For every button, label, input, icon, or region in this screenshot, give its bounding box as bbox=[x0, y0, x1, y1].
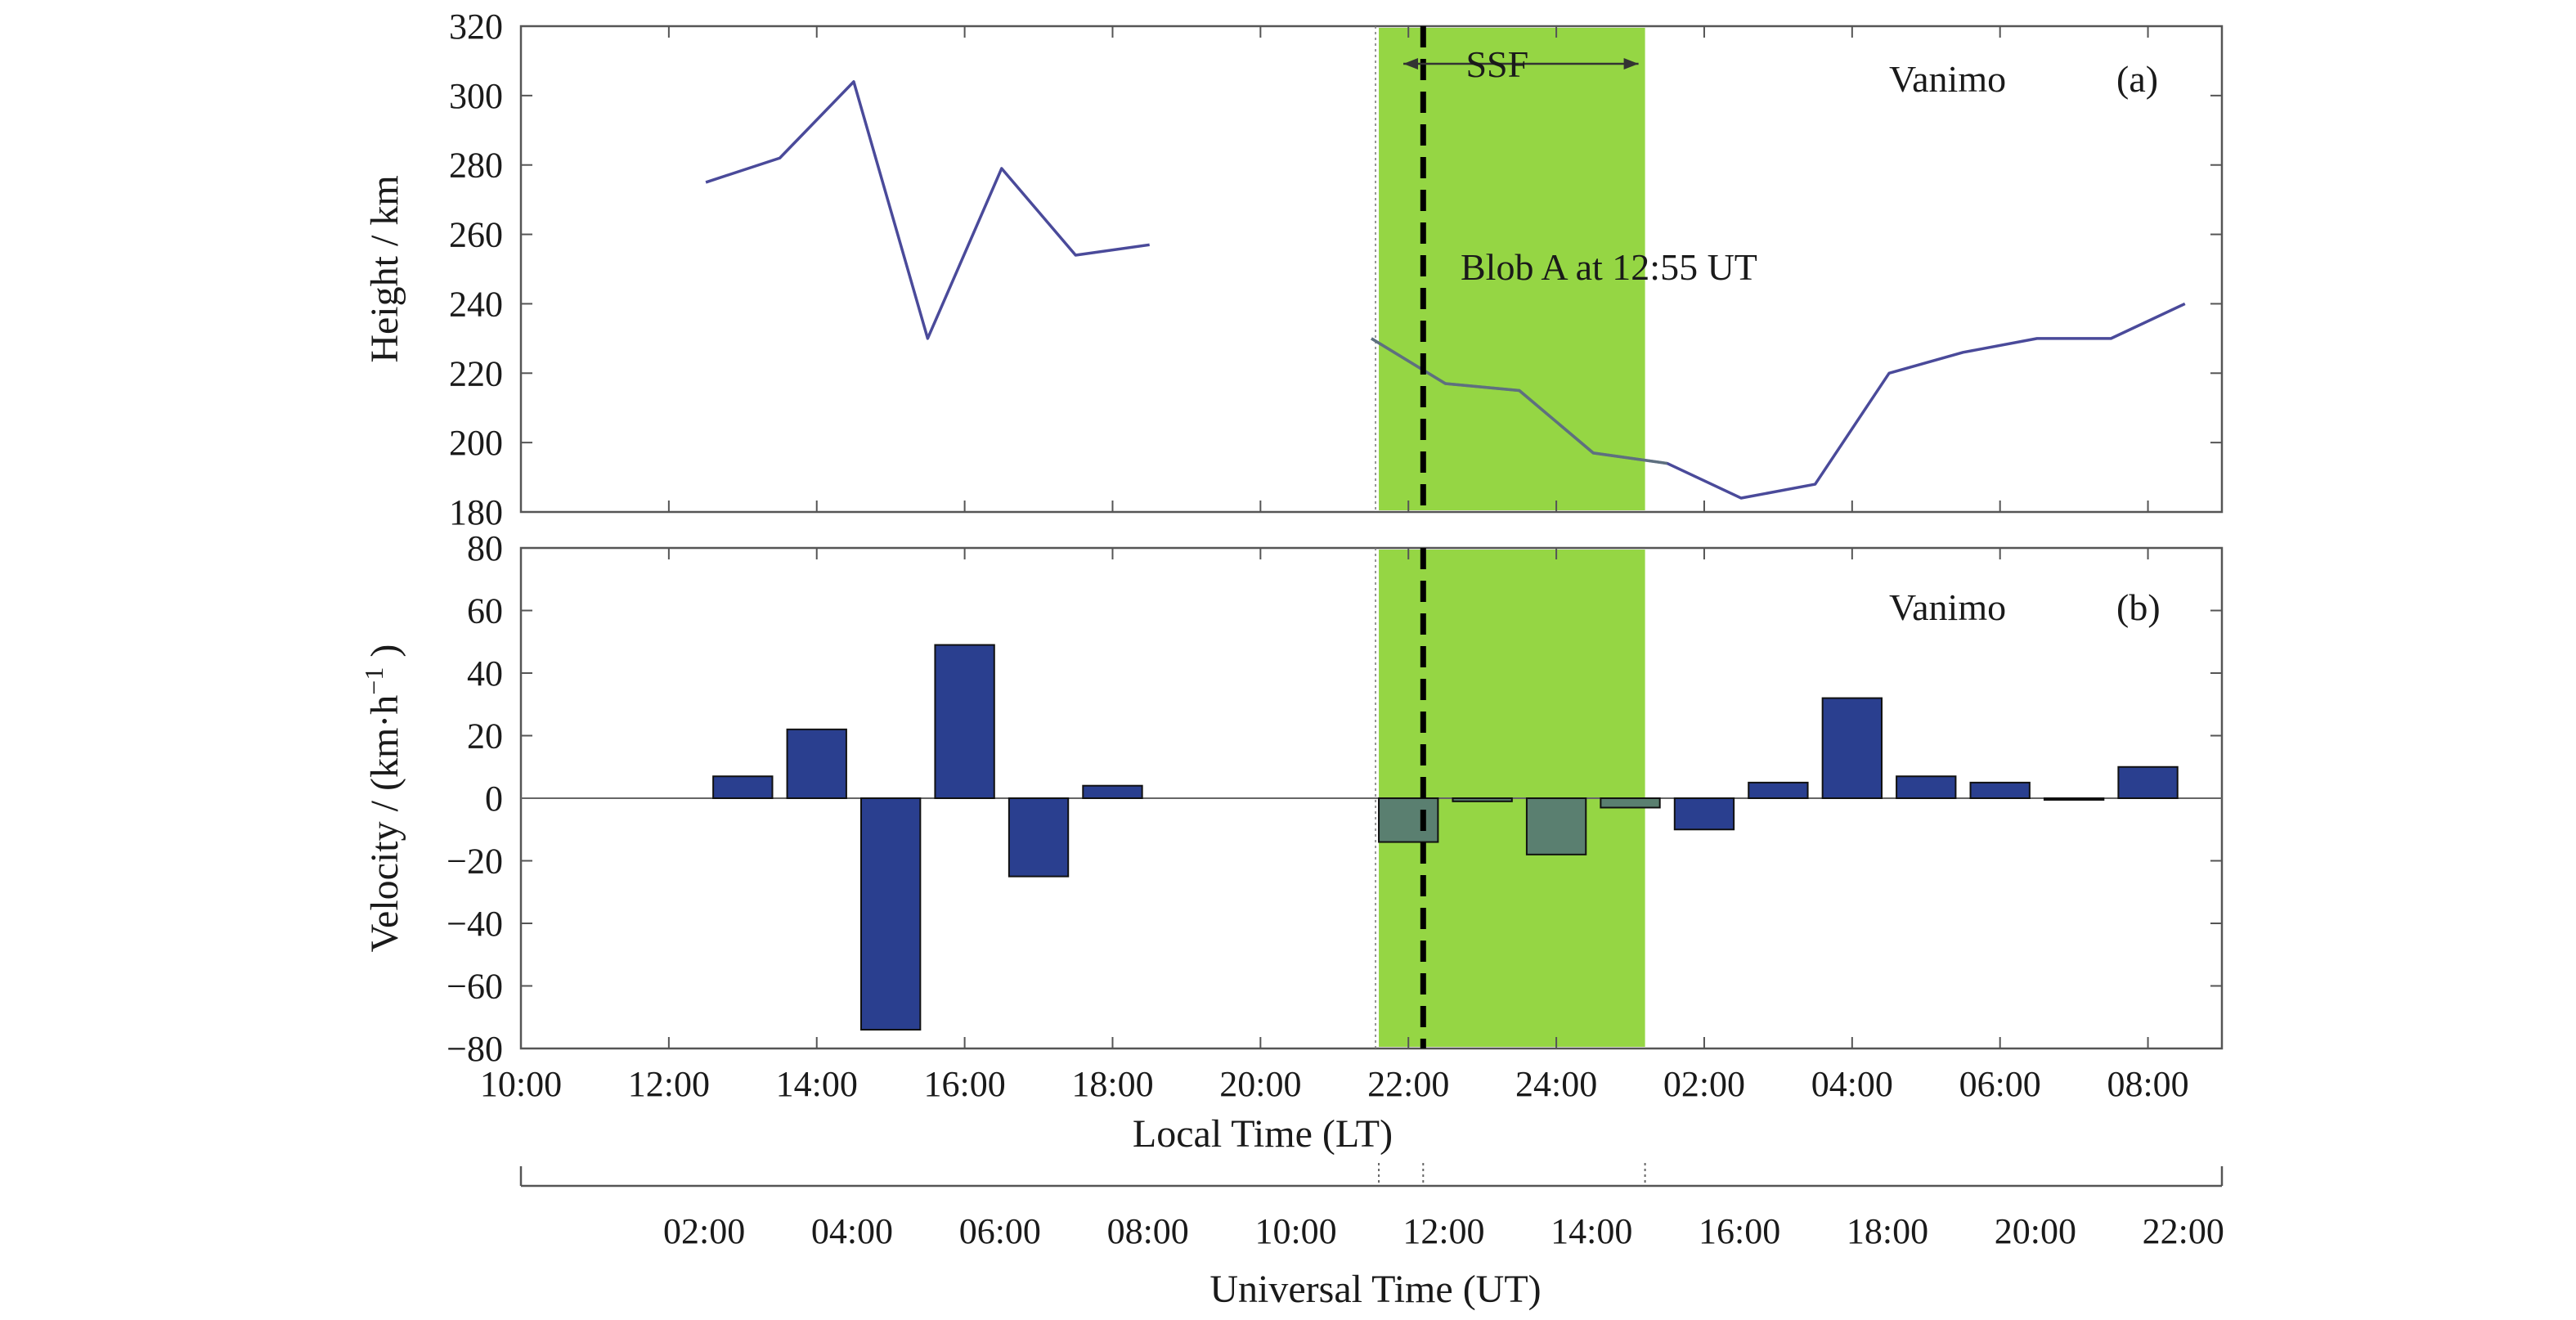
y-tick-label: 80 bbox=[467, 528, 503, 568]
ut-tick-label: 16:00 bbox=[1699, 1211, 1780, 1251]
panel-a-station: Vanimo bbox=[1889, 58, 2006, 100]
velocity-bar bbox=[1969, 781, 2031, 799]
velocity-bar bbox=[786, 728, 847, 799]
ut-tick-label: 06:00 bbox=[959, 1211, 1041, 1251]
y-tick-label: 300 bbox=[449, 76, 503, 116]
panel-b: −80 −60 −40 −20 0 20 40 60 80 Vanimo (b) Velocit… bbox=[359, 528, 2224, 1069]
panel-b-velocity-bars bbox=[712, 644, 2179, 1031]
y-tick-label: −60 bbox=[447, 967, 503, 1007]
panel-a-y-axis-label: Height / km bbox=[363, 175, 406, 362]
y-tick-label: −40 bbox=[447, 904, 503, 944]
y-tick-label: 280 bbox=[449, 146, 503, 186]
ut-tick-label: 20:00 bbox=[1995, 1211, 2076, 1251]
panel-a-label: (a) bbox=[2116, 58, 2158, 100]
lt-tick-label: 12:00 bbox=[628, 1064, 710, 1104]
ut-tick-label: 14:00 bbox=[1551, 1211, 1632, 1251]
velocity-label-sup: −1 bbox=[359, 667, 388, 695]
universal-time-axis-label: Universal Time (UT) bbox=[1209, 1268, 1541, 1311]
panel-b-x-ticks bbox=[520, 548, 2149, 1048]
panel-b-station: Vanimo bbox=[1889, 586, 2006, 628]
velocity-label-end: ) bbox=[363, 644, 406, 667]
lt-tick-label: 02:00 bbox=[1663, 1064, 1745, 1104]
y-tick-label: 180 bbox=[449, 492, 503, 532]
lt-tick-label: 10:00 bbox=[480, 1064, 562, 1104]
blob-label: Blob A at 12:55 UT bbox=[1461, 246, 1757, 288]
ut-tick-label: 18:00 bbox=[1847, 1211, 1928, 1251]
lt-tick-label: 04:00 bbox=[1811, 1064, 1893, 1104]
lt-tick-label: 16:00 bbox=[923, 1064, 1005, 1104]
ut-tick-label: 02:00 bbox=[663, 1211, 745, 1251]
universal-time-axis: 02:00 04:00 06:00 08:00 10:00 12:00 14:00 16:00… bbox=[519, 1163, 2224, 1311]
lt-tick-label: 22:00 bbox=[1367, 1064, 1449, 1104]
lt-tick-label: 06:00 bbox=[1959, 1064, 2041, 1104]
velocity-bar bbox=[1525, 797, 1587, 855]
ut-tick-label: 04:00 bbox=[811, 1211, 893, 1251]
lt-tick-label: 20:00 bbox=[1219, 1064, 1301, 1104]
ut-tick-label: 08:00 bbox=[1107, 1211, 1189, 1251]
y-tick-label: 40 bbox=[467, 653, 503, 694]
velocity-bar bbox=[712, 775, 774, 799]
velocity-bar bbox=[1008, 797, 1070, 878]
velocity-label-main: Velocity / (km·h bbox=[363, 695, 406, 953]
local-time-tick-labels: 10:00 12:00 14:00 16:00 18:00 20:00 22:00 24:00… bbox=[480, 1064, 2189, 1104]
local-time-axis-label: Local Time (LT) bbox=[1133, 1112, 1393, 1156]
y-tick-label: 260 bbox=[449, 215, 503, 255]
velocity-bar bbox=[1452, 797, 1513, 802]
ssf-label: SSF bbox=[1465, 43, 1528, 85]
velocity-bar bbox=[1896, 775, 1957, 799]
height-series-line bbox=[705, 80, 1150, 340]
y-tick-label: 0 bbox=[485, 779, 503, 819]
panel-a-frame bbox=[519, 25, 2224, 514]
velocity-bar bbox=[1748, 781, 1809, 799]
y-tick-label: 20 bbox=[467, 716, 503, 757]
y-tick-label: −80 bbox=[447, 1029, 503, 1069]
lt-tick-label: 18:00 bbox=[1071, 1064, 1153, 1104]
panel-b-label: (b) bbox=[2116, 586, 2161, 628]
ssf-arrow-head-left bbox=[1403, 58, 1419, 70]
velocity-bar bbox=[2043, 797, 2105, 801]
ut-shading-markers bbox=[1378, 1163, 1646, 1186]
panel-b-y-ticks: −80 −60 −40 −20 0 20 40 60 80 bbox=[447, 528, 2222, 1069]
velocity-bar bbox=[1600, 797, 1661, 809]
panel-a-x-ticks bbox=[520, 26, 2149, 512]
velocity-bar bbox=[934, 644, 995, 800]
ut-tick-label: 12:00 bbox=[1402, 1211, 1484, 1251]
y-tick-label: 220 bbox=[449, 353, 503, 393]
panel-b-y-axis-label: Velocity / (km·h−1 ) bbox=[359, 644, 406, 953]
ut-tick-label: 10:00 bbox=[1254, 1211, 1336, 1251]
lt-tick-label: 14:00 bbox=[776, 1064, 858, 1104]
velocity-bar bbox=[1082, 784, 1143, 800]
y-tick-label: 200 bbox=[449, 423, 503, 463]
panel-a: 180 200 220 240 260 280 300 320 SSF Blob A at 1… bbox=[363, 7, 2224, 532]
ut-tick-label: 22:00 bbox=[2143, 1211, 2224, 1251]
y-tick-label: −20 bbox=[447, 842, 503, 882]
universal-time-tick-labels: 02:00 04:00 06:00 08:00 10:00 12:00 14:00 16:00… bbox=[663, 1211, 2224, 1251]
y-tick-label: 60 bbox=[467, 591, 503, 631]
velocity-bar bbox=[1821, 697, 1883, 799]
y-tick-label: 240 bbox=[449, 284, 503, 324]
y-tick-label: 320 bbox=[449, 7, 503, 47]
lt-tick-label: 08:00 bbox=[2107, 1064, 2188, 1104]
velocity-bar bbox=[860, 797, 922, 1031]
velocity-bar bbox=[2117, 766, 2179, 799]
ssf-arrow-head-right bbox=[1623, 58, 1639, 70]
velocity-bar bbox=[1378, 797, 1439, 843]
velocity-bar bbox=[1673, 797, 1735, 831]
lt-tick-label: 24:00 bbox=[1515, 1064, 1597, 1104]
panel-a-y-ticks: 180 200 220 240 260 280 300 320 bbox=[449, 7, 2222, 532]
